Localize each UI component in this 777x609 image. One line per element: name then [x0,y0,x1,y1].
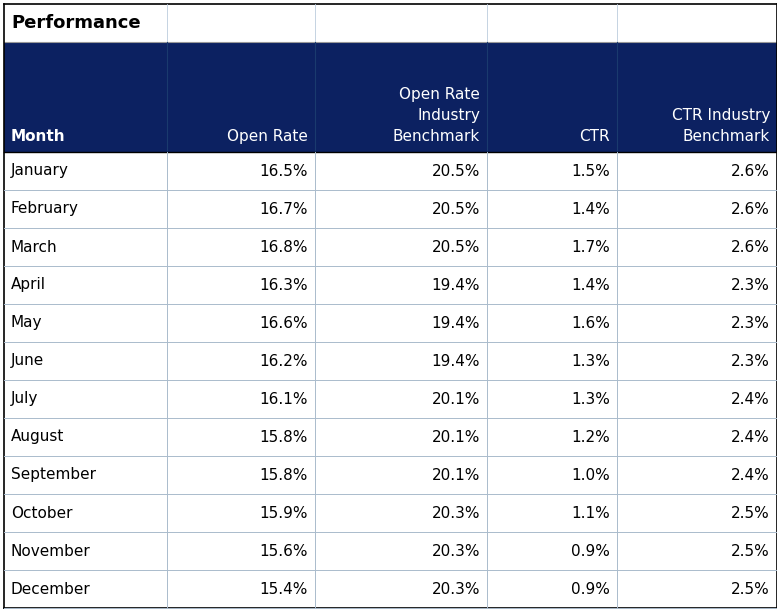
Text: 15.6%: 15.6% [260,543,308,558]
Text: 20.1%: 20.1% [432,468,480,482]
Text: 1.3%: 1.3% [571,353,610,368]
Text: 20.5%: 20.5% [432,202,480,217]
Bar [4,304,777,342]
Text: 20.3%: 20.3% [431,582,480,596]
Text: Month: Month [11,129,65,144]
Text: 16.7%: 16.7% [260,202,308,217]
Text: 15.4%: 15.4% [260,582,308,596]
Bar [4,42,777,152]
Text: 16.6%: 16.6% [260,315,308,331]
Text: 1.4%: 1.4% [571,202,610,217]
Bar [4,532,777,570]
Text: 20.1%: 20.1% [432,392,480,406]
Text: 2.5%: 2.5% [731,582,770,596]
Text: July: July [11,392,38,406]
Text: 1.3%: 1.3% [571,392,610,406]
Bar [4,494,777,532]
Text: November: November [11,543,91,558]
Text: 2.6%: 2.6% [731,163,770,178]
Text: February: February [11,202,79,217]
Text: Open Rate
Industry
Benchmark: Open Rate Industry Benchmark [392,87,480,144]
Text: 16.2%: 16.2% [260,353,308,368]
Text: September: September [11,468,96,482]
Bar [4,266,777,304]
Text: January: January [11,163,69,178]
Text: 1.7%: 1.7% [571,239,610,255]
Text: 2.5%: 2.5% [731,505,770,521]
Text: March: March [11,239,57,255]
Bar [4,228,777,266]
Text: 2.3%: 2.3% [731,315,770,331]
Text: June: June [11,353,44,368]
Bar [4,152,777,190]
Text: October: October [11,505,72,521]
Text: 1.4%: 1.4% [571,278,610,292]
Text: 2.3%: 2.3% [731,353,770,368]
Text: 2.4%: 2.4% [731,429,770,445]
Text: 2.3%: 2.3% [731,278,770,292]
Text: 20.5%: 20.5% [432,239,480,255]
Text: 0.9%: 0.9% [571,582,610,596]
Bar [4,456,777,494]
Text: 1.1%: 1.1% [571,505,610,521]
Text: 2.6%: 2.6% [731,239,770,255]
Text: 19.4%: 19.4% [431,278,480,292]
Text: August: August [11,429,64,445]
Text: 20.3%: 20.3% [431,505,480,521]
Text: 19.4%: 19.4% [431,353,480,368]
Text: 2.5%: 2.5% [731,543,770,558]
Text: 1.6%: 1.6% [571,315,610,331]
Text: 15.9%: 15.9% [260,505,308,521]
Text: 20.5%: 20.5% [432,163,480,178]
Text: 1.2%: 1.2% [571,429,610,445]
Text: 2.6%: 2.6% [731,202,770,217]
Text: December: December [11,582,91,596]
Text: 16.3%: 16.3% [260,278,308,292]
Text: 15.8%: 15.8% [260,468,308,482]
Text: May: May [11,315,43,331]
Bar [4,418,777,456]
Text: CTR: CTR [580,129,610,144]
Text: Open Rate: Open Rate [227,129,308,144]
Bar [4,342,777,380]
Text: 1.5%: 1.5% [571,163,610,178]
Text: 15.8%: 15.8% [260,429,308,445]
Text: 16.8%: 16.8% [260,239,308,255]
Text: 16.1%: 16.1% [260,392,308,406]
Bar [4,380,777,418]
Text: 20.1%: 20.1% [432,429,480,445]
Text: 20.3%: 20.3% [431,543,480,558]
Text: 1.0%: 1.0% [571,468,610,482]
Text: CTR Industry
Benchmark: CTR Industry Benchmark [671,108,770,144]
Text: 2.4%: 2.4% [731,468,770,482]
Text: 19.4%: 19.4% [431,315,480,331]
Text: 2.4%: 2.4% [731,392,770,406]
Bar [4,570,777,608]
Text: Performance: Performance [11,14,141,32]
Text: 16.5%: 16.5% [260,163,308,178]
Bar [4,190,777,228]
Text: April: April [11,278,46,292]
Text: 0.9%: 0.9% [571,543,610,558]
